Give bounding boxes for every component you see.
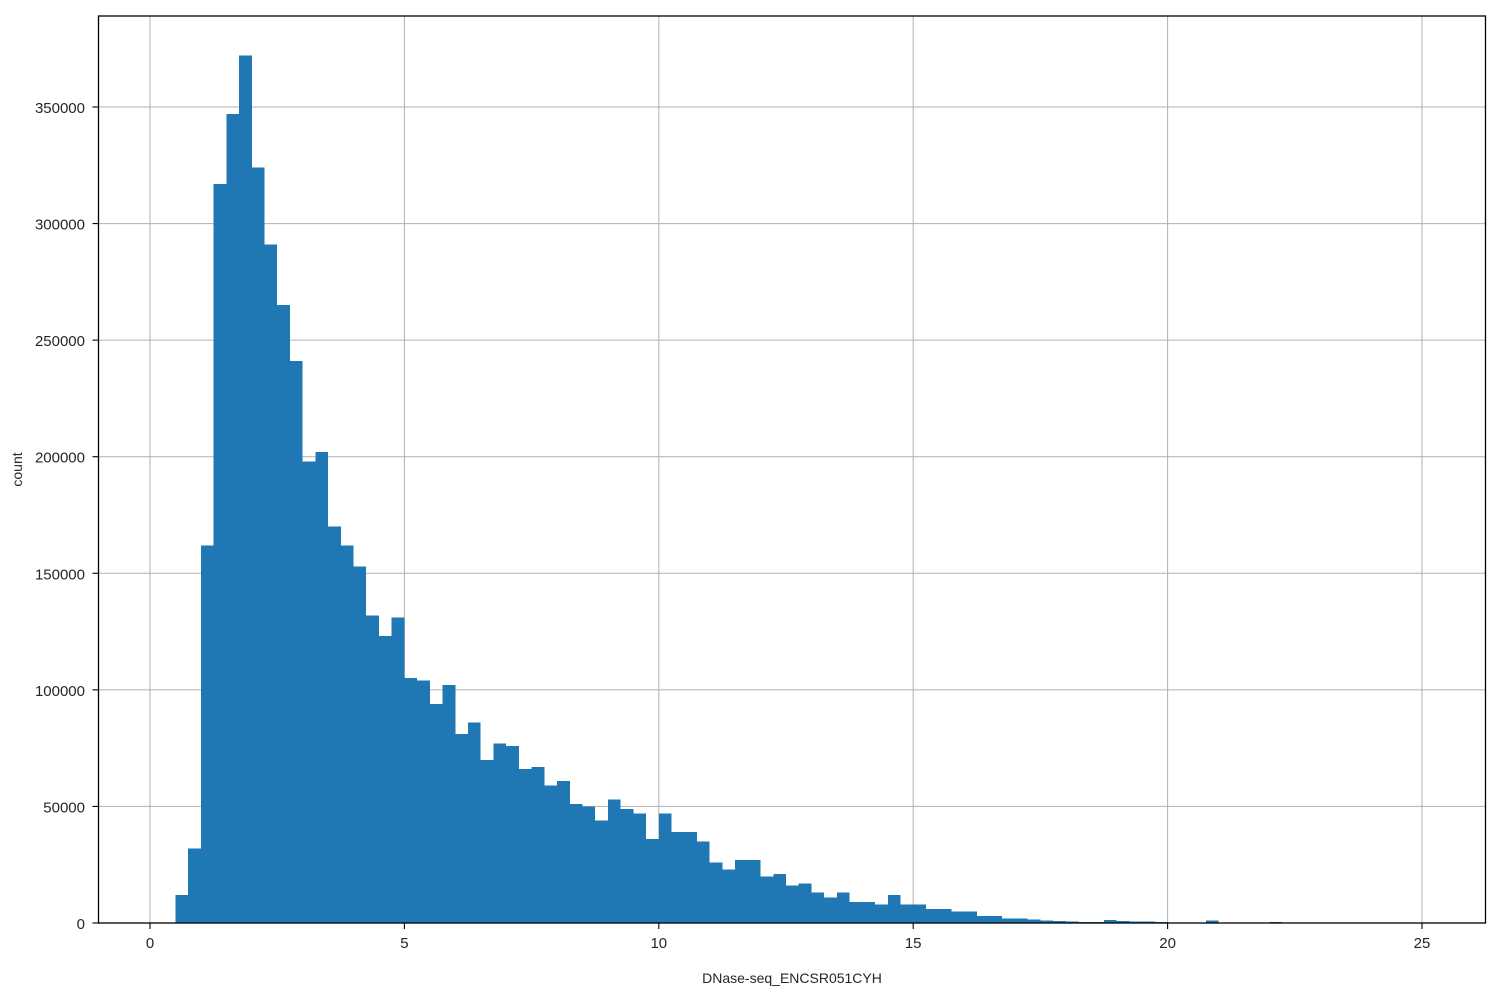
svg-text:20: 20 [1159,935,1176,952]
svg-text:0: 0 [77,916,85,933]
svg-text:0: 0 [146,935,154,952]
svg-text:5: 5 [400,935,408,952]
svg-text:350000: 350000 [35,100,85,117]
svg-text:100000: 100000 [35,683,85,700]
svg-text:200000: 200000 [35,450,85,467]
svg-text:15: 15 [905,935,922,952]
svg-text:300000: 300000 [35,217,85,234]
svg-text:DNase-seq_ENCSR051CYH: DNase-seq_ENCSR051CYH [702,970,882,986]
svg-text:50000: 50000 [43,800,85,817]
svg-text:count: count [9,452,25,486]
svg-text:250000: 250000 [35,333,85,350]
svg-text:150000: 150000 [35,566,85,583]
svg-text:25: 25 [1414,935,1431,952]
svg-text:10: 10 [650,935,667,952]
